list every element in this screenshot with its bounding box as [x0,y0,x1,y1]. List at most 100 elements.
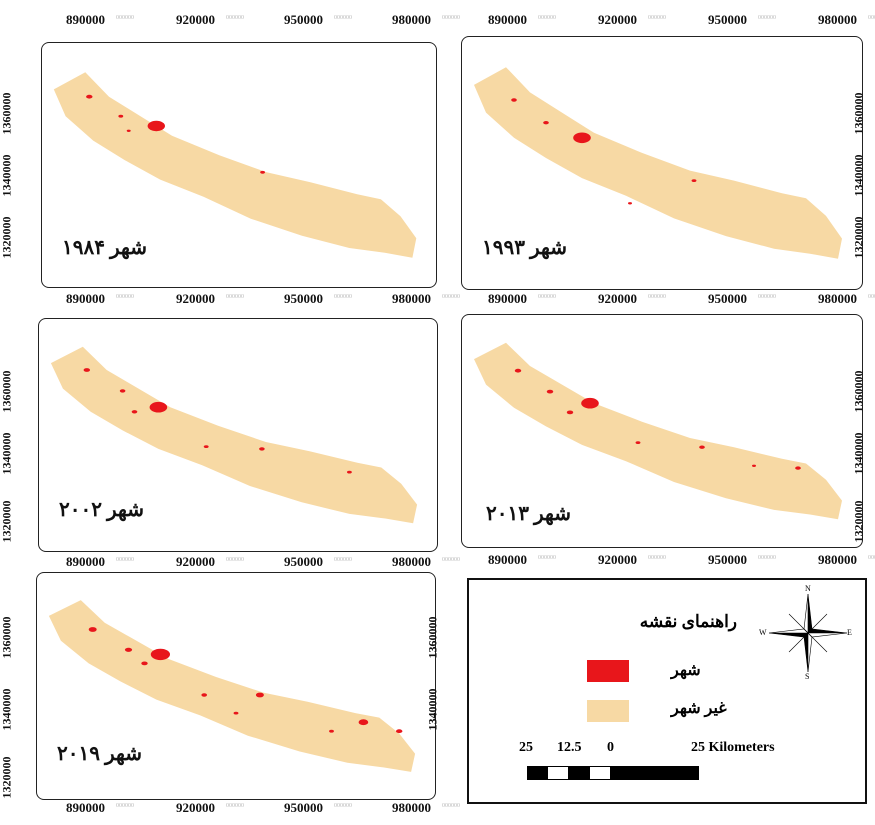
city-patch [119,389,126,393]
y-tick-label: 1340000 [0,432,14,475]
city-patch [233,711,239,715]
non-city-area [50,346,418,524]
x-tick-suffix: 000000 [868,555,875,561]
panel-title: شهر ۱۹۹۳ [482,237,567,259]
legend-swatch-non-city [587,700,629,722]
map-panel-1984: شهر ۱۹۸۴ [41,42,437,288]
non-city-area [53,72,417,258]
city-patch [752,464,756,467]
x-tick-suffix: 000000 [538,555,556,561]
non-city-area [474,67,842,259]
x-tick-suffix: 000000 [538,15,556,21]
legend-label-non-city: غیر شهر [671,700,727,717]
x-tick-label: 980000 [392,800,431,815]
scale-label-25: 25 [519,740,533,755]
x-tick-suffix: 000000 [648,294,666,300]
y-tick-label: 1360000 [851,92,866,135]
compass-w: W [759,628,767,637]
x-tick-label: 980000 [818,552,857,567]
compass-s: S [805,672,810,681]
x-tick-label: 920000 [176,291,215,306]
x-tick-suffix: 000000 [442,294,460,300]
y-tick-label: 1360000 [851,370,866,413]
compass-n: N [805,584,811,593]
y-tick-label: 1340000 [425,688,440,731]
city-patch [635,441,641,444]
legend-title: راهنمای نقشه [639,612,737,631]
legend-swatch-city [587,660,629,682]
land-shape [474,67,842,259]
city-patch [86,94,93,99]
x-tick-suffix: 000000 [648,15,666,21]
y-tick-label: 1340000 [0,154,14,197]
non-city-area [48,600,416,772]
x-tick-suffix: 000000 [226,15,244,21]
panel-title: شهر ۱۹۸۴ [62,237,147,259]
x-tick-label: 890000 [66,291,105,306]
x-tick-label: 950000 [284,800,323,815]
panel-title: شهر ۲۰۱۹ [57,743,142,765]
x-tick-label: 920000 [598,291,637,306]
x-tick-label: 920000 [176,800,215,815]
city-patch [126,129,131,132]
city-patch [543,121,549,125]
x-tick-label: 920000 [598,552,637,567]
city-patch [131,410,138,414]
x-tick-label: 950000 [708,291,747,306]
x-tick-label: 950000 [284,12,323,27]
x-tick-suffix: 000000 [442,803,460,809]
panel-title: شهر ۲۰۱۳ [486,503,571,525]
x-tick-label: 950000 [284,554,323,569]
city-patch [628,202,632,205]
legend-label-city: شهر [671,662,701,679]
x-tick-label: 980000 [818,291,857,306]
x-tick-suffix: 000000 [116,294,134,300]
y-tick-label: 1360000 [0,616,14,659]
city-patch [260,170,265,174]
scale-label-km: 25 Kilometers [691,740,775,755]
y-tick-label: 1320000 [0,500,14,543]
y-tick-label: 1360000 [0,370,14,413]
city-patch [546,389,554,394]
x-tick-suffix: 000000 [226,294,244,300]
x-tick-label: 950000 [284,291,323,306]
y-tick-label: 1360000 [0,92,14,135]
city-patch [83,368,90,372]
y-tick-label: 1320000 [0,216,14,259]
x-tick-label: 890000 [66,800,105,815]
city-patch [699,445,705,449]
map-panel-2019: شهر ۲۰۱۹ [36,572,436,800]
land-shape [48,600,416,772]
x-tick-suffix: 000000 [758,15,776,21]
land-shape [474,342,842,520]
city-patch [88,627,97,632]
x-tick-label: 980000 [392,12,431,27]
city-patch [511,98,517,102]
city-patch [396,729,403,734]
city-patch [118,114,124,118]
x-tick-label: 890000 [66,12,105,27]
map-panel-2002: شهر ۲۰۰۲ [38,318,438,552]
x-tick-label: 890000 [66,554,105,569]
x-tick-suffix: 000000 [868,294,875,300]
x-tick-label: 980000 [392,291,431,306]
city-patch [358,719,369,726]
x-tick-suffix: 000000 [648,555,666,561]
city-patch [573,132,591,144]
x-tick-suffix: 000000 [334,557,352,563]
city-patch [795,466,801,470]
x-tick-suffix: 000000 [334,15,352,21]
x-tick-suffix: 000000 [116,803,134,809]
x-tick-label: 980000 [392,554,431,569]
city-patch [691,179,697,183]
x-tick-suffix: 000000 [116,15,134,21]
y-tick-label: 1320000 [851,216,866,259]
non-city-area [474,342,842,520]
city-patch [203,445,209,448]
x-tick-suffix: 000000 [538,294,556,300]
city-patch [514,368,522,373]
land-shape [53,72,417,258]
x-tick-label: 920000 [176,554,215,569]
y-tick-label: 1340000 [851,154,866,197]
y-tick-label: 1320000 [0,756,14,799]
